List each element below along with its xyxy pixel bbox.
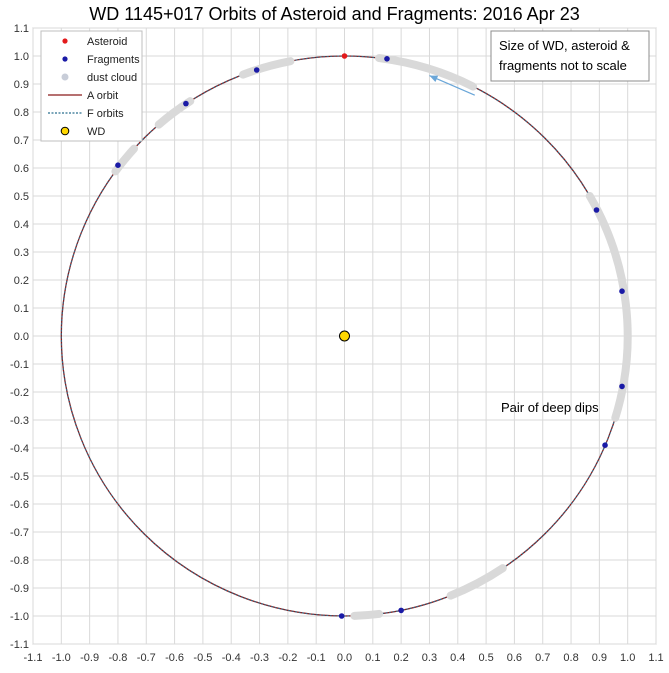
y-tick-label: -0.1 [10, 359, 29, 371]
dust-cloud-arc [111, 144, 139, 176]
fragment-point [398, 607, 404, 614]
x-tick-label: -0.3 [250, 652, 269, 664]
y-tick-label: -0.6 [10, 499, 29, 511]
x-tick-label: 1.0 [620, 652, 635, 664]
x-tick-label: 0.8 [563, 652, 578, 664]
y-tick-label: -1.1 [10, 639, 29, 651]
y-tick-label: 1.0 [14, 51, 29, 63]
y-tick-label: 0.5 [14, 191, 29, 203]
chart-title: WD 1145+017 Orbits of Asteroid and Fragm… [89, 4, 580, 24]
y-tick-label: 0.4 [14, 219, 29, 231]
y-tick-label: -0.3 [10, 415, 29, 427]
dust-cloud-arc [446, 564, 507, 600]
y-tick-label: -0.5 [10, 471, 29, 483]
annotations: Size of WD, asteroid & fragments not to s… [429, 30, 650, 415]
x-tick-label: -1.1 [24, 652, 43, 664]
y-tick-label: 0.9 [14, 79, 29, 91]
x-tick-label: 0.1 [365, 652, 380, 664]
white-dwarf-point [339, 330, 350, 342]
x-tick-label: 0.2 [393, 652, 408, 664]
legend-label: A orbit [87, 90, 118, 102]
note-text: fragments not to scale [499, 58, 627, 73]
dust-cloud-arc [239, 57, 295, 79]
x-tick-label: 0.3 [422, 652, 437, 664]
x-tick-label: -0.2 [278, 652, 297, 664]
x-tick-label: -0.5 [193, 652, 212, 664]
fragment-point [619, 383, 625, 390]
legend-marker [62, 56, 68, 62]
x-tick-label: -1.0 [52, 652, 71, 664]
direction-arrow-head [429, 75, 439, 82]
y-tick-label: 0.2 [14, 275, 29, 287]
dust-cloud-arc [350, 609, 384, 620]
dust-cloud-arc [585, 192, 632, 422]
fragment-point [593, 207, 600, 213]
x-tick-label: 0.7 [535, 652, 550, 664]
legend-box [40, 30, 143, 142]
fragment-point [338, 613, 345, 619]
x-tick-label: -0.9 [80, 652, 99, 664]
y-tick-label: -0.9 [10, 583, 29, 595]
fragment-point [115, 162, 121, 168]
y-tick-label: -0.2 [10, 387, 29, 399]
x-tick-label: 0.0 [337, 652, 352, 664]
fragment-point [384, 56, 390, 62]
points [115, 53, 625, 619]
legend-label: F orbits [87, 108, 124, 120]
y-tick-label: 0.0 [14, 331, 29, 343]
legend: Asteroid Fragments dust cloud A orbit F orbi… [40, 30, 143, 142]
legend-label: WD [87, 126, 105, 138]
y-tick-label: 1.1 [14, 23, 29, 35]
fragment-point [253, 67, 260, 73]
y-tick-label: -1.0 [10, 611, 29, 623]
x-tick-label: -0.4 [222, 652, 241, 664]
x-tick-label: 1.1 [648, 652, 663, 664]
y-tick-label: 0.6 [14, 163, 29, 175]
x-tick-label: 0.9 [592, 652, 607, 664]
fragment-point [183, 100, 189, 107]
axis-labels: -1.1 -1.0 -0.9 -0.8 -0.7 -0.6 -0.5 -0.4 -0.3 -0.2… [10, 23, 664, 664]
x-tick-label: -0.8 [108, 652, 127, 664]
y-tick-label: 0.7 [14, 135, 29, 147]
note-text: Size of WD, asteroid & [499, 38, 630, 53]
x-tick-label: 0.5 [478, 652, 493, 664]
y-tick-label: 0.3 [14, 247, 29, 259]
legend-marker [61, 73, 69, 81]
y-tick-label: 0.8 [14, 107, 29, 119]
x-tick-label: 0.4 [450, 652, 465, 664]
y-tick-label: -0.7 [10, 527, 29, 539]
legend-label: Asteroid [87, 36, 127, 48]
y-tick-label: 0.1 [14, 303, 29, 315]
y-tick-label: -0.4 [10, 443, 29, 455]
legend-label: Fragments [87, 54, 140, 66]
legend-label: dust cloud [87, 72, 137, 84]
dips-label: Pair of deep dips [501, 400, 599, 415]
x-tick-label: 0.6 [507, 652, 522, 664]
note-box [490, 30, 650, 82]
y-tick-label: -0.8 [10, 555, 29, 567]
legend-marker [62, 38, 68, 44]
fragment-point [619, 288, 625, 295]
legend-marker [60, 126, 70, 136]
fragment-point [602, 442, 608, 449]
x-tick-label: -0.7 [137, 652, 156, 664]
dust-cloud-arc [154, 97, 195, 129]
x-tick-label: -0.6 [165, 652, 184, 664]
asteroid-point [341, 53, 348, 59]
x-tick-label: -0.1 [307, 652, 326, 664]
direction-arrow-line [429, 75, 476, 96]
